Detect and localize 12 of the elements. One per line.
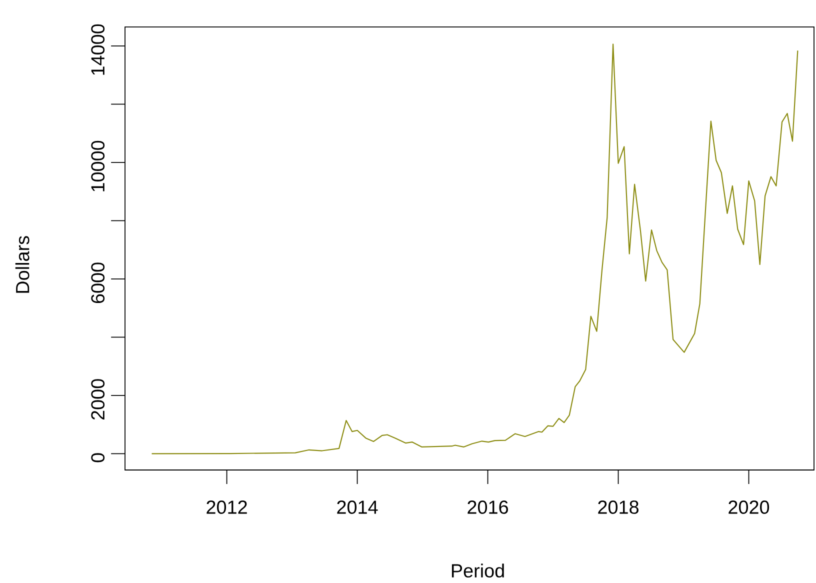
y-tick-label: 6000 [91,262,105,304]
x-tick-label: 2016 [468,500,508,514]
x-tick-label: 2014 [337,500,378,514]
y-tick-label: 14000 [91,24,105,75]
y-tick-label: 0 [91,453,105,462]
x-tick-label: 2012 [206,500,247,514]
x-tick-label: 2018 [598,500,638,514]
y-tick-label: 2000 [91,379,105,420]
y-axis-title: Dollars [15,236,30,293]
x-tick-label: 2020 [728,500,770,514]
x-axis-title: Period [452,564,504,578]
y-tick-label: 10000 [91,140,105,192]
